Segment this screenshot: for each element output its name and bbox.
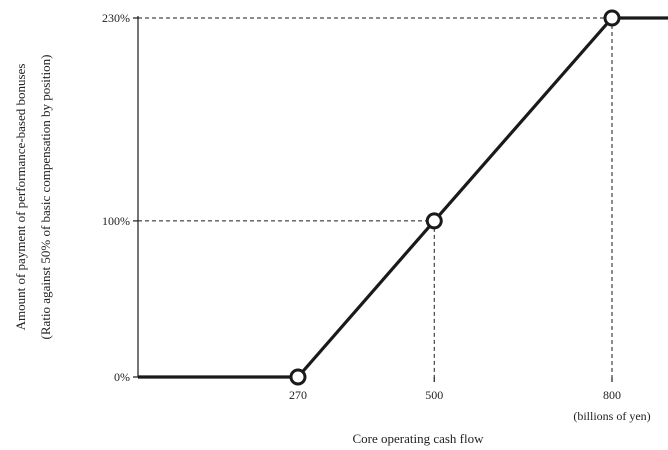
y-axis-subtitle-group: (Ratio against 50% of basic compensation…	[38, 55, 53, 340]
data-point-marker	[289, 368, 307, 386]
series-layer	[138, 16, 668, 379]
y-tick-label: 230%	[102, 11, 130, 25]
marker-layer	[289, 9, 621, 386]
reference-lines	[138, 17, 613, 377]
data-point-marker	[603, 9, 621, 27]
y-tick-label: 0%	[114, 370, 130, 384]
data-point-marker	[425, 212, 443, 230]
y-axis-title-line2: (Ratio against 50% of basic compensation…	[38, 55, 53, 340]
x-axis-ticks: 270 500 800	[289, 377, 621, 402]
y-axis-ticks: 0% 100% 230%	[102, 11, 138, 384]
x-tick-label: 270	[289, 388, 307, 402]
y-tick-label: 100%	[102, 214, 130, 228]
x-tick-label: 800	[603, 388, 621, 402]
y-axis-title-group: Amount of payment of performance-based b…	[13, 64, 28, 331]
x-unit-label: (billions of yen)	[573, 409, 650, 423]
y-axis-title-line1: Amount of payment of performance-based b…	[13, 64, 28, 331]
x-tick-label: 500	[425, 388, 443, 402]
series-line	[138, 16, 668, 379]
x-axis-title: Core operating cash flow	[352, 431, 484, 446]
